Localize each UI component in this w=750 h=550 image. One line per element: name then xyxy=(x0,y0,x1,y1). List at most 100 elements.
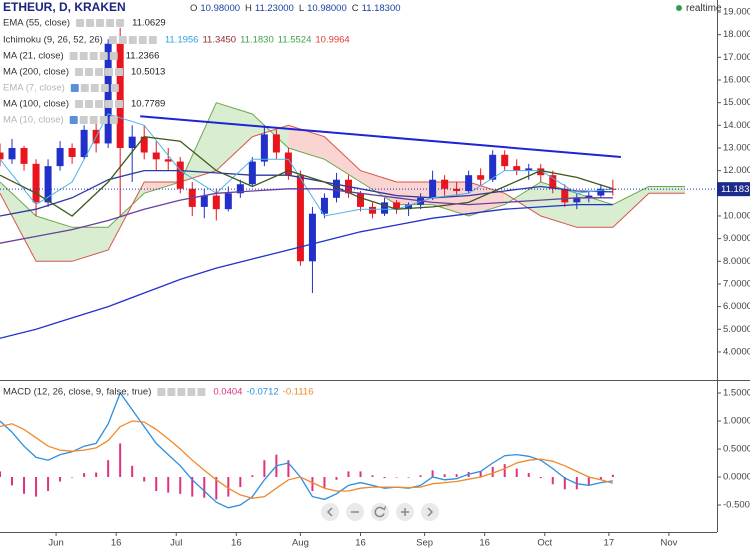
y-tick-label: 7.0000 xyxy=(723,278,750,289)
indicator-control[interactable] xyxy=(96,19,105,27)
indicator-control[interactable] xyxy=(118,36,127,44)
macd-value: -0.1116 xyxy=(283,387,314,398)
indicator-control[interactable] xyxy=(69,116,78,124)
status-dot xyxy=(676,5,682,11)
indicator-control[interactable] xyxy=(99,116,108,124)
indicator-control[interactable] xyxy=(109,52,118,60)
indicator-control[interactable] xyxy=(115,68,123,76)
histogram-bar xyxy=(515,468,518,478)
indicator-control[interactable] xyxy=(110,84,119,92)
histogram-bar xyxy=(23,477,26,494)
indicator-control[interactable] xyxy=(89,116,98,124)
indicator-control[interactable] xyxy=(115,100,123,108)
histogram-bar xyxy=(95,472,98,478)
indicator-control[interactable] xyxy=(86,19,95,27)
indicator-control[interactable] xyxy=(79,116,88,124)
histogram-bar xyxy=(287,460,290,478)
histogram-bar xyxy=(611,474,614,478)
trendline xyxy=(140,115,621,159)
y-tick-label: 16.0000 xyxy=(723,75,750,86)
candle-body xyxy=(224,193,232,210)
indicator-control[interactable] xyxy=(105,100,113,108)
indicator-control[interactable] xyxy=(167,388,176,396)
legend: ETHEUR, D, KRAKEN O 10.98000 H 11.23000 L 10.9… xyxy=(3,0,401,397)
indicator-control[interactable] xyxy=(100,84,109,92)
histogram-bar xyxy=(527,473,530,478)
ohlc-key: O xyxy=(190,3,197,14)
cloud-segment xyxy=(648,186,685,194)
zoom-in-button[interactable] xyxy=(396,503,414,521)
histogram-bar xyxy=(539,477,542,479)
indicator-control[interactable] xyxy=(177,388,186,396)
indicator-control[interactable] xyxy=(108,36,117,44)
x-tick-label: 17 xyxy=(604,538,615,549)
indicator-value: 11.3450 xyxy=(202,35,236,46)
indicator-control[interactable] xyxy=(197,388,206,396)
candle-body xyxy=(453,188,461,192)
x-tick-label: Nov xyxy=(660,538,677,549)
y-tick-label: 1.5000 xyxy=(723,388,750,399)
indicator-control[interactable] xyxy=(99,52,108,60)
indicator-control[interactable] xyxy=(105,68,113,76)
indicator-control[interactable] xyxy=(116,19,125,27)
candle-body xyxy=(537,168,545,176)
zoom-out-button[interactable] xyxy=(346,503,364,521)
reset-button[interactable] xyxy=(371,503,389,521)
scroll-right-button[interactable] xyxy=(421,503,439,521)
indicator-value: 11.1830 xyxy=(240,35,274,46)
indicator-control[interactable] xyxy=(95,68,103,76)
ohlc-key: L xyxy=(299,3,304,14)
indicator-control[interactable] xyxy=(85,68,93,76)
indicator-control[interactable] xyxy=(85,100,93,108)
candle-body xyxy=(80,129,88,158)
histogram-bar xyxy=(503,464,506,478)
histogram-bar xyxy=(47,477,50,492)
indicator-control[interactable] xyxy=(148,36,157,44)
candle-body xyxy=(272,134,280,153)
y-tick-label: -0.5000 xyxy=(723,500,750,511)
indicator-control[interactable] xyxy=(89,52,98,60)
macd-title: MACD (12, 26, close, 9, false, true) xyxy=(3,387,151,398)
indicator-control[interactable] xyxy=(90,84,99,92)
candle-body xyxy=(477,175,485,180)
indicator-control[interactable] xyxy=(76,19,85,27)
histogram-bar xyxy=(431,470,434,478)
indicator-control[interactable] xyxy=(79,52,88,60)
histogram-bar xyxy=(599,477,602,480)
candle-body xyxy=(152,152,160,160)
candle-body xyxy=(549,175,557,189)
indicator-control[interactable] xyxy=(157,388,166,396)
candle-body xyxy=(140,136,148,153)
indicator-control[interactable] xyxy=(80,84,89,92)
histogram-bar xyxy=(215,477,218,500)
indicator-control[interactable] xyxy=(138,36,147,44)
y-tick-label: 1.0000 xyxy=(723,416,750,427)
ohlc-value: 10.98000 xyxy=(307,3,347,14)
indicator-name: Ichimoku (9, 26, 52, 26) xyxy=(3,35,103,46)
candle-body xyxy=(104,43,112,144)
indicator-control[interactable] xyxy=(109,116,118,124)
candle-body xyxy=(44,166,52,203)
indicator-control[interactable] xyxy=(128,36,137,44)
indicator-value: 11.0629 xyxy=(132,18,166,29)
indicator-control[interactable] xyxy=(95,100,103,108)
candle-body xyxy=(465,175,473,192)
indicator-control[interactable] xyxy=(70,84,79,92)
cloud-segment xyxy=(36,215,73,262)
histogram-bar xyxy=(263,460,266,478)
scroll-left-button[interactable] xyxy=(321,503,339,521)
candle-body xyxy=(260,134,268,162)
candle-body xyxy=(381,202,389,214)
indicator-control[interactable] xyxy=(75,68,83,76)
cloud-segment xyxy=(72,227,109,262)
histogram-bar xyxy=(83,473,86,478)
ohlc-key: H xyxy=(245,3,252,14)
indicator-control[interactable] xyxy=(187,388,196,396)
candle-body xyxy=(32,163,40,203)
histogram-bar xyxy=(59,477,62,482)
indicator-control[interactable] xyxy=(69,52,78,60)
indicator-control[interactable] xyxy=(75,100,83,108)
indicator-control[interactable] xyxy=(106,19,115,27)
indicator-value: 10.7789 xyxy=(131,99,165,110)
